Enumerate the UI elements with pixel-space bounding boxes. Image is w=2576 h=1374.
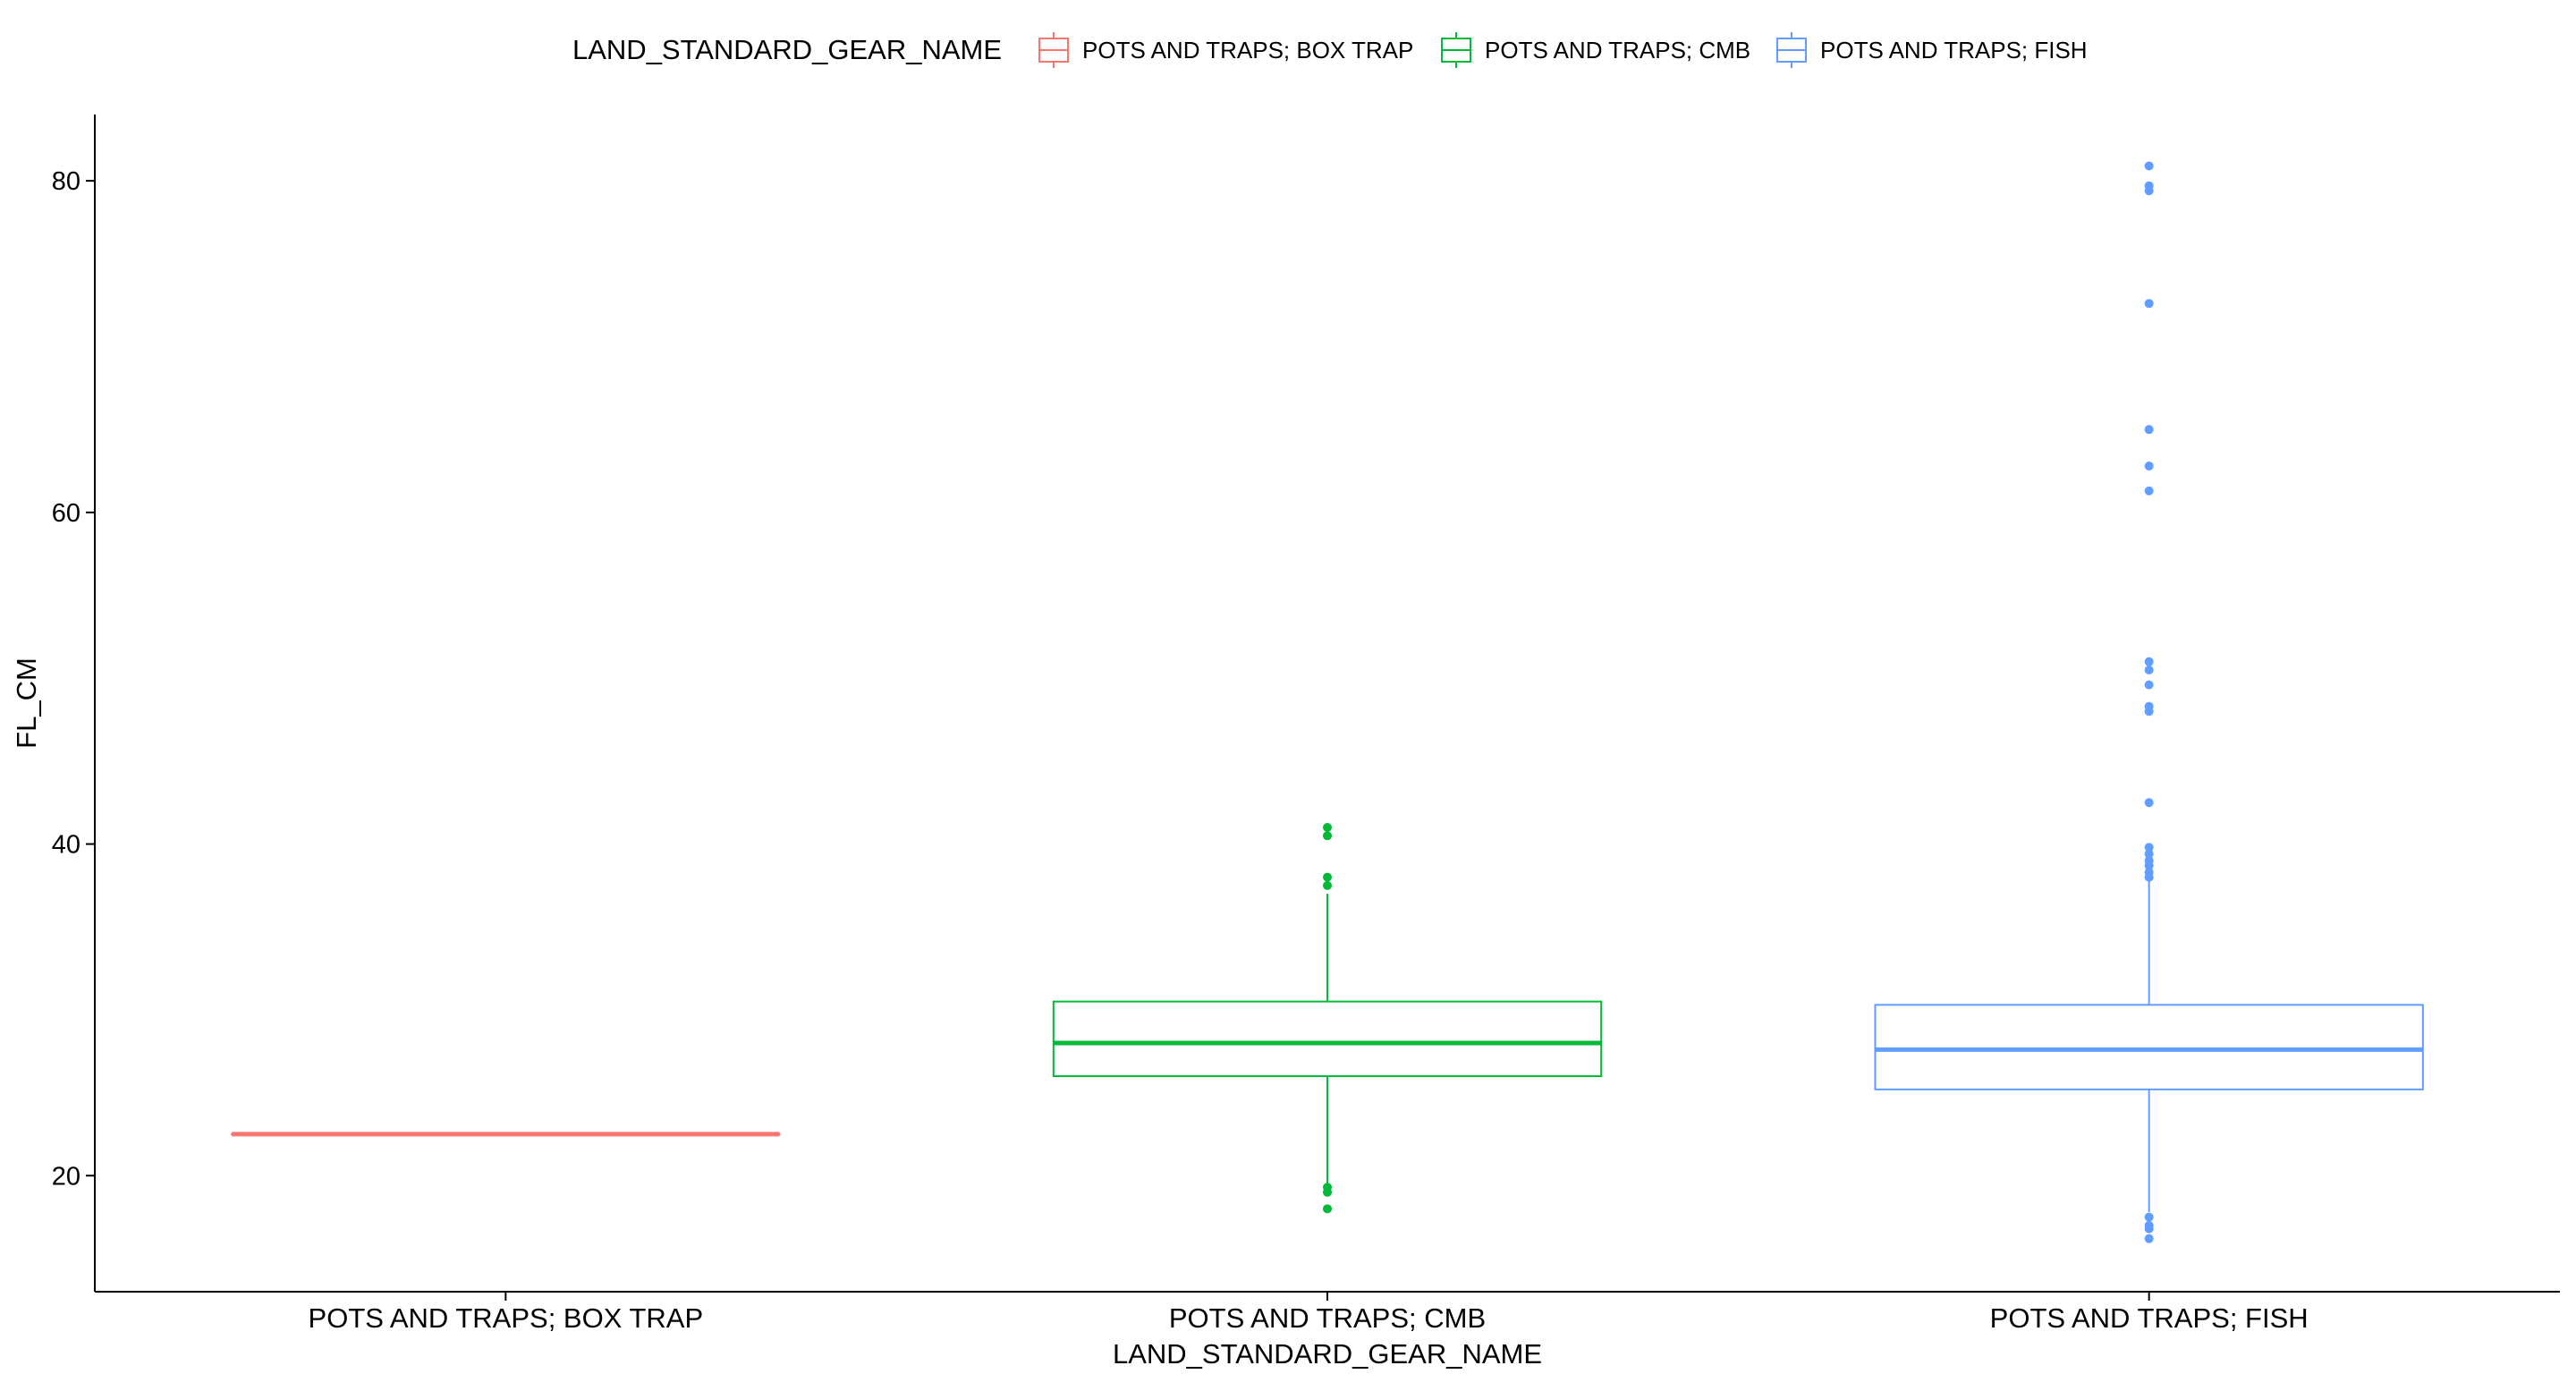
outlier-point xyxy=(2144,798,2154,808)
boxplot-group xyxy=(1874,161,2424,1243)
x-tick-label: POTS AND TRAPS; FISH xyxy=(1990,1302,2309,1334)
iqr-box xyxy=(1874,1004,2424,1090)
outlier-point xyxy=(1323,1187,1332,1197)
x-axis-title: LAND_STANDARD_GEAR_NAME xyxy=(1113,1338,1542,1370)
legend-key xyxy=(1776,32,1807,68)
outlier-point xyxy=(2144,1212,2154,1222)
outlier-point xyxy=(1323,823,1332,833)
outlier-point xyxy=(2144,186,2154,196)
y-tick-label: 80 xyxy=(52,167,80,196)
y-axis-title: FL_CM xyxy=(11,657,42,749)
outlier-point xyxy=(2144,680,2154,690)
legend-label: POTS AND TRAPS; BOX TRAP xyxy=(1082,37,1413,64)
legend-key xyxy=(1038,32,1069,68)
outlier-point xyxy=(2144,461,2154,471)
outlier-point xyxy=(2144,1224,2154,1234)
legend-title: LAND_STANDARD_GEAR_NAME xyxy=(572,34,1002,65)
outlier-point xyxy=(2144,1234,2154,1243)
outlier-point xyxy=(2144,425,2154,435)
legend-label: POTS AND TRAPS; FISH xyxy=(1820,37,2088,64)
outlier-point xyxy=(2144,665,2154,674)
outlier-point xyxy=(2144,843,2154,852)
y-tick-label: 40 xyxy=(52,831,80,860)
outlier-point xyxy=(2144,486,2154,496)
boxplot-group xyxy=(1052,823,1603,1214)
outlier-point xyxy=(2144,657,2154,666)
iqr-box xyxy=(1052,1000,1603,1078)
outlier-point xyxy=(2144,849,2154,859)
outlier-point xyxy=(2144,707,2154,717)
outlier-point xyxy=(2144,161,2154,171)
legend-label: POTS AND TRAPS; CMB xyxy=(1485,37,1750,64)
outlier-point xyxy=(1323,831,1332,841)
x-tick-label: POTS AND TRAPS; CMB xyxy=(1169,1302,1486,1334)
outlier-point xyxy=(2144,299,2154,309)
outlier-point xyxy=(1323,880,1332,890)
legend: LAND_STANDARD_GEAR_NAME POTS AND TRAPS; B… xyxy=(572,32,2088,68)
x-tick-label: POTS AND TRAPS; BOX TRAP xyxy=(309,1302,704,1334)
outlier-point xyxy=(1323,1204,1332,1214)
legend-key xyxy=(1441,32,1471,68)
y-tick-label: 20 xyxy=(52,1162,80,1191)
outlier-point xyxy=(2144,872,2154,882)
y-tick-label: 60 xyxy=(52,499,80,528)
outlier-point xyxy=(2144,861,2154,870)
outlier-point xyxy=(1323,872,1332,882)
